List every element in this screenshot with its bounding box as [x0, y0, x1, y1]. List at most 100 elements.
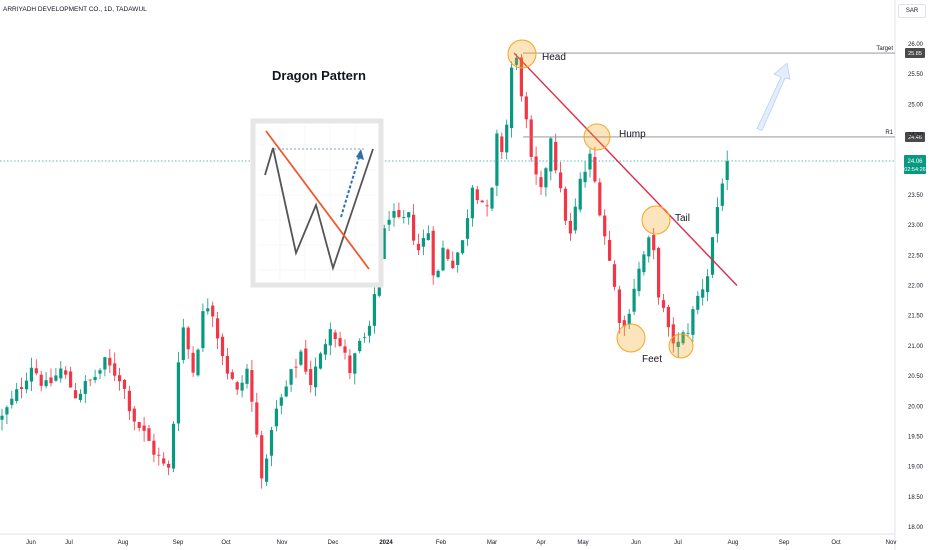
candle-body: [637, 268, 641, 292]
candle-body: [529, 119, 533, 157]
candle-body: [88, 379, 92, 381]
time-tick-label: Aug: [728, 540, 739, 546]
candle-body: [78, 393, 82, 400]
candle-body: [549, 138, 553, 172]
candle-body: [171, 423, 176, 469]
candle-body: [348, 355, 352, 374]
candle-body: [617, 289, 621, 323]
candle-body: [186, 327, 190, 350]
candle-body: [539, 177, 543, 188]
candle-body: [318, 353, 323, 369]
candle-body: [519, 57, 523, 97]
time-tick-label: Jul: [674, 540, 682, 546]
candle-body: [5, 407, 9, 415]
candle-body: [20, 387, 24, 390]
candle-body: [201, 311, 205, 349]
candle-body: [137, 422, 141, 428]
candle-body: [29, 367, 33, 382]
feet-label: Feet: [642, 354, 662, 365]
candle-body: [211, 305, 215, 317]
time-tick-label: Oct: [221, 540, 231, 546]
candle-body: [98, 370, 102, 374]
candle-body: [402, 217, 406, 219]
time-tick-label: Nov: [886, 540, 897, 546]
candle-body: [510, 67, 514, 129]
candle-body: [269, 429, 274, 456]
candle-body: [15, 389, 19, 401]
candle-body: [260, 435, 264, 479]
level-label: Target: [876, 46, 893, 52]
candle-body: [328, 329, 332, 346]
candle-body: [691, 309, 695, 335]
level-label: R1: [885, 130, 893, 136]
candle-body: [284, 386, 288, 397]
candle-body: [323, 344, 327, 355]
countdown-value: 02:54:26: [904, 167, 925, 173]
candle-body: [250, 370, 254, 402]
candle-body: [113, 363, 117, 376]
candle-body: [412, 214, 416, 241]
candle-body: [191, 352, 195, 373]
candle-body: [304, 348, 308, 372]
candle-body: [475, 189, 479, 201]
candle-body: [583, 171, 587, 183]
price-tick-label: 20.50: [908, 374, 924, 380]
candle-body: [49, 377, 53, 384]
candle-body: [314, 366, 318, 388]
candle-body: [397, 209, 401, 217]
currency-button[interactable]: SAR: [898, 4, 926, 18]
chart-title: Dragon Pattern: [272, 68, 366, 83]
price-tick-label: 23.50: [908, 193, 924, 199]
candle-body: [64, 370, 68, 375]
candle-body: [563, 188, 568, 221]
candle-body: [490, 187, 494, 209]
candle-body: [147, 428, 151, 441]
pattern-path: [264, 147, 374, 272]
candle-body: [701, 289, 705, 298]
level-price-tag: [905, 48, 925, 59]
candle-body: [485, 205, 489, 207]
feet-markers: Feet: [616, 323, 694, 365]
time-tick-label: Sep: [779, 540, 790, 546]
candle-body: [176, 362, 180, 424]
time-tick-label: Aug: [118, 540, 129, 546]
candle-body: [426, 233, 430, 241]
candle-body: [622, 320, 626, 327]
price-tick-label: 18.00: [908, 525, 924, 531]
price-tick-label: 25.00: [908, 102, 924, 108]
pattern-arrow: [340, 153, 361, 218]
candle-body: [122, 379, 127, 389]
candle-body: [309, 369, 313, 386]
candle-body: [382, 228, 386, 259]
candle-body: [681, 332, 685, 344]
candle-body: [446, 249, 450, 260]
price-tick-label: 24.50: [908, 133, 924, 139]
price-tick-label: 22.00: [908, 284, 924, 290]
price-tick-label: 20.00: [908, 404, 924, 410]
candle-body: [666, 306, 670, 328]
candle-body: [358, 340, 362, 352]
time-tick-label: Mar: [487, 540, 497, 546]
candle-body: [367, 325, 372, 336]
candle-body: [416, 243, 421, 251]
candle-body: [632, 288, 636, 312]
candle-body: [235, 382, 239, 390]
candle-body: [24, 380, 29, 390]
candle-body: [568, 220, 572, 234]
candle-body: [73, 390, 78, 399]
pattern-illustration: [250, 118, 384, 288]
candle-body: [573, 206, 577, 231]
price-tick-label: 18.50: [908, 495, 924, 501]
candle-body: [676, 341, 680, 347]
candle-body: [39, 374, 43, 386]
candle-body: [524, 96, 528, 120]
candle-body: [34, 368, 38, 374]
candle-body: [152, 440, 156, 455]
candle-body: [118, 375, 122, 382]
candle-body: [686, 332, 690, 334]
candle-body: [44, 380, 48, 387]
candle-body: [559, 172, 563, 189]
candle-body: [505, 124, 509, 153]
last-price-value: 24.06: [907, 159, 923, 165]
candle-body: [274, 408, 278, 427]
